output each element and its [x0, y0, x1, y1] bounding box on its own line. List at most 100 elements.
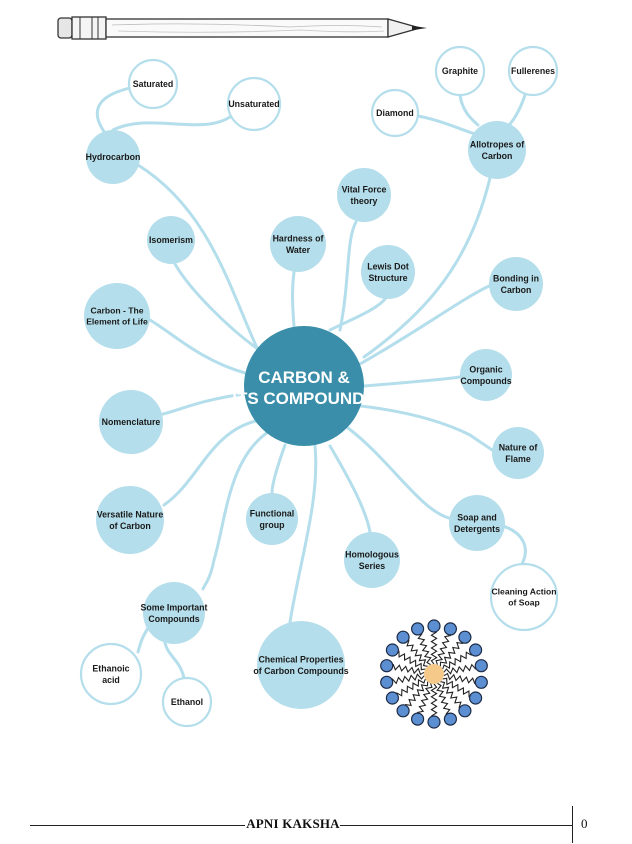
micelle-head [469, 643, 483, 657]
connector-line [163, 641, 186, 680]
node-circle [246, 493, 298, 545]
node-label: Ethanol [171, 697, 203, 707]
node-label: Fullerenes [511, 66, 555, 76]
micelle-tail [392, 663, 425, 676]
connector-line [95, 86, 132, 135]
connector-line [328, 297, 387, 332]
node-label: Vital Force [342, 184, 387, 194]
micelle-tail [417, 633, 432, 666]
connector-line [201, 430, 270, 591]
node-circle [161, 676, 213, 728]
node-saturated: Saturated [127, 58, 179, 110]
soap-micelle-icon [380, 619, 488, 729]
micelle-tail [440, 681, 462, 708]
micelle-head [396, 630, 410, 644]
node-label: Compounds [148, 614, 199, 624]
micelle-head [411, 622, 425, 636]
node-circle [226, 76, 282, 132]
node-label: Unsaturated [228, 99, 279, 109]
micelle-tail [404, 681, 429, 707]
micelle-head [458, 630, 472, 644]
node-label: of Carbon [109, 521, 151, 531]
node-nature-flame: Nature of Flame [492, 427, 544, 479]
footer-rule-left [30, 825, 245, 826]
node-label: Graphite [442, 66, 478, 76]
connector-line [458, 93, 480, 127]
node-label: Structure [368, 273, 407, 283]
connector-line [338, 220, 358, 332]
node-soap-detergents: Soap and Detergents [449, 495, 505, 551]
node-label: of Carbon Compounds [253, 666, 348, 676]
node-label: Lewis Dot [367, 261, 409, 271]
node-label: Soap and [457, 512, 497, 522]
node-label: Carbon [482, 151, 513, 161]
node-label: Cleaning Action [491, 586, 556, 596]
node-chemical-properties: Chemical Properties of Carbon Compounds [253, 621, 349, 709]
node-circle [460, 349, 512, 401]
node-circle [344, 532, 400, 588]
micelle-head [443, 712, 457, 726]
center-node: CARBON & ITS COMPOUNDS [232, 326, 376, 446]
micelle-head [474, 675, 488, 689]
node-circle [86, 130, 140, 184]
node-homologous: Homologous Series [344, 532, 400, 588]
node-organic: Organic Compounds [460, 349, 512, 401]
node-carbon-element: Carbon - The Element of Life [84, 283, 150, 349]
node-label: Water [286, 245, 311, 255]
micelle-tail [406, 640, 428, 667]
node-hardness-water: Hardness of Water [270, 216, 326, 272]
node-diamond: Diamond [370, 88, 420, 138]
connector-line [173, 262, 264, 354]
node-label: Organic [469, 364, 502, 374]
micelle-head [385, 691, 399, 705]
node-ethanol: Ethanol [161, 676, 213, 728]
connector-line [508, 93, 527, 126]
node-circle [468, 121, 526, 179]
micelle-tail [417, 683, 433, 714]
connector-line [362, 176, 492, 359]
node-circle [489, 257, 543, 311]
connectors [95, 86, 527, 680]
micelle-head [380, 675, 394, 689]
node-label: Detergents [454, 524, 500, 534]
connector-line [498, 523, 527, 566]
connector-line [148, 318, 247, 375]
node-vital-force: Vital Force theory [337, 168, 391, 222]
node-circle [99, 390, 163, 454]
node-label: Nomenclature [102, 417, 161, 427]
micelle-tail [430, 631, 438, 665]
connector-line [291, 270, 296, 328]
connector-line [111, 115, 232, 132]
node-label: Carbon [501, 285, 532, 295]
node-label: Chemical Properties [258, 654, 343, 664]
center-title-line-1: CARBON & [258, 368, 350, 387]
node-fullerenes: Fullerenes [507, 45, 559, 97]
node-lewis-dot: Lewis Dot Structure [361, 245, 415, 299]
connector-line [328, 444, 372, 534]
node-bonding: Bonding in Carbon [489, 257, 543, 311]
node-label: Homologous [345, 549, 399, 559]
node-label: Isomerism [149, 235, 193, 245]
connector-line [161, 392, 246, 416]
node-circle [147, 216, 195, 264]
micelle-head [396, 704, 410, 718]
micelle-tail [398, 650, 426, 671]
node-allotropes: Allotropes of Carbon [468, 121, 526, 179]
connector-line [162, 418, 262, 507]
node-label: Allotropes of [470, 139, 524, 149]
page-number: 0 [581, 816, 588, 831]
node-circle [270, 216, 326, 272]
footer-brand: APNI KAKSHA [246, 816, 340, 831]
node-circle [79, 642, 143, 706]
connector-line [362, 375, 462, 388]
connector-line [346, 426, 451, 520]
micelle-head [458, 704, 472, 718]
node-label: group [260, 520, 286, 530]
node-label: Element of Life [86, 317, 148, 327]
micelle-tail [442, 651, 472, 670]
node-label: Bonding in [493, 273, 539, 283]
node-label: of Soap [508, 598, 540, 608]
node-label: Hydrocarbon [86, 152, 141, 162]
node-label: Ethanoic [92, 663, 129, 673]
node-cleaning-action: Cleaning Action of Soap [489, 562, 559, 632]
